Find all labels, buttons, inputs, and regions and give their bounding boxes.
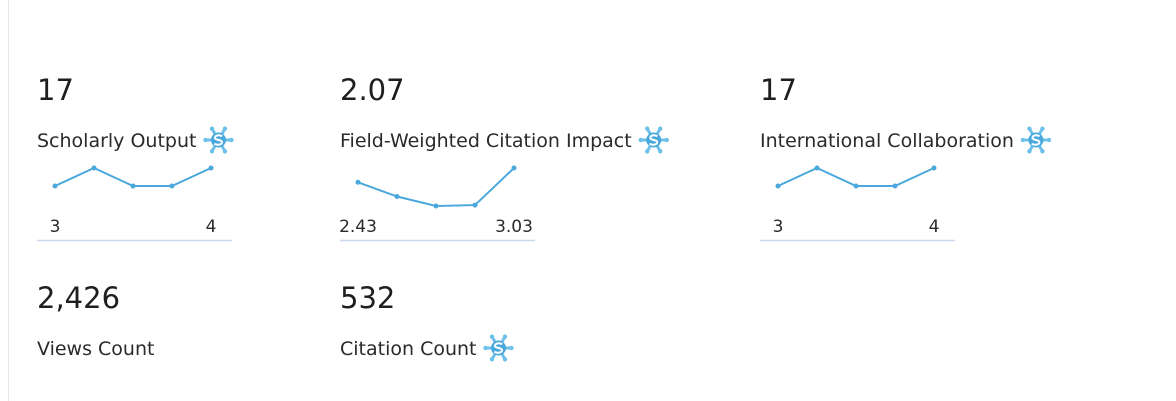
- sparkline: [777, 166, 935, 187]
- trend-start-label: 2.43: [339, 217, 377, 237]
- icon-tip: [209, 126, 215, 131]
- icon-tip: [658, 126, 663, 131]
- sparkline-point: [931, 165, 937, 171]
- icon-s: [1031, 134, 1041, 146]
- metric-value: 17: [760, 73, 797, 107]
- sparkline-point: [433, 203, 439, 209]
- snowball-icon: [483, 334, 514, 362]
- icon-tip: [645, 149, 650, 154]
- trend-end-label: 4: [929, 217, 940, 237]
- icon-tip: [209, 149, 215, 154]
- icon-tip: [1027, 126, 1032, 131]
- sparkline-point: [853, 183, 859, 189]
- snowball-icon: [1020, 126, 1052, 154]
- icon-tip: [222, 126, 228, 131]
- metric-label: Field-Weighted Citation Impact: [340, 130, 632, 152]
- sparkline-point: [52, 183, 58, 189]
- sparkline-point: [892, 183, 898, 189]
- trend-start-label: 3: [50, 217, 61, 237]
- sparkline-point: [355, 179, 361, 185]
- icon-tip: [509, 345, 514, 351]
- icon-tip: [502, 334, 508, 339]
- sparkline: [54, 166, 212, 187]
- icon-tip: [645, 126, 650, 131]
- sparkline: [357, 167, 515, 208]
- trend-end-label: 3.03: [495, 217, 533, 237]
- metric-label: International Collaboration: [760, 130, 1014, 152]
- icon-s: [648, 134, 659, 146]
- sparkline-point: [91, 165, 97, 171]
- trend-end-label: 4: [206, 217, 217, 237]
- metric-value: 532: [340, 281, 395, 315]
- icon-s: [213, 134, 223, 146]
- metric-value: 17: [37, 73, 74, 107]
- sparkline-point: [394, 194, 400, 200]
- sparkline-point: [775, 183, 781, 189]
- icon-tip: [1027, 149, 1032, 154]
- icon-tip: [1020, 137, 1026, 143]
- icon-tip: [638, 137, 643, 143]
- snowball-icon: [638, 126, 669, 154]
- metric-value: 2,426: [37, 281, 120, 315]
- icon-tip: [222, 149, 228, 154]
- metric-label: Views Count: [37, 338, 154, 360]
- metric-value: 2.07: [340, 73, 405, 107]
- snowball-icon: [203, 126, 234, 154]
- icon-tip: [1046, 137, 1052, 143]
- sparkline-point: [511, 165, 517, 171]
- icon-tip: [664, 137, 669, 143]
- icon-tip: [203, 137, 208, 143]
- icon-tip: [658, 149, 663, 154]
- icon-tip: [502, 357, 508, 362]
- icon-s: [493, 342, 504, 354]
- icon-tip: [489, 357, 495, 362]
- sparkline-point: [169, 183, 175, 189]
- metric-label: Citation Count: [340, 338, 477, 360]
- trend-start-label: 3: [773, 217, 784, 237]
- sparkline-point: [472, 202, 478, 208]
- icon-tip: [1040, 126, 1045, 131]
- sparkline-point: [208, 165, 214, 171]
- icon-tip: [489, 334, 495, 339]
- icon-tip: [229, 137, 234, 143]
- sparkline-point: [130, 183, 136, 189]
- metric-label: Scholarly Output: [37, 130, 196, 152]
- icon-tip: [1040, 149, 1045, 154]
- icon-tip: [483, 345, 488, 351]
- sparkline-point: [814, 165, 820, 171]
